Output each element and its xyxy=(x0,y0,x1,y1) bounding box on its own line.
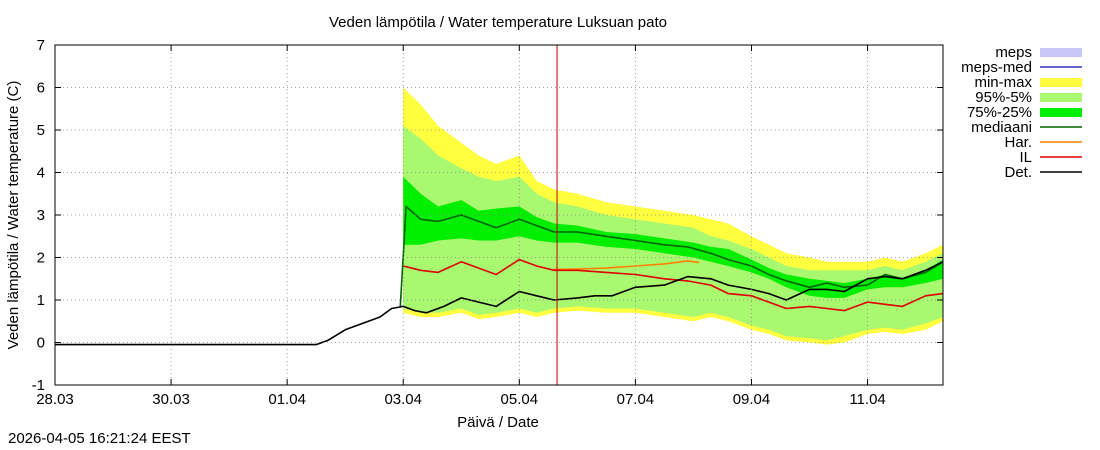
y-tick-label: 4 xyxy=(37,165,45,182)
legend-swatch xyxy=(1040,48,1082,57)
legend-label: Har. xyxy=(1004,134,1032,151)
legend-label: Det. xyxy=(1004,164,1032,181)
series-line-il xyxy=(403,258,944,312)
y-axis-label: Veden lämpötila / Water temperature (C) xyxy=(5,81,22,350)
timestamp: 2026-04-05 16:21:24 EEST xyxy=(8,430,191,447)
x-tick-label: 30.03 xyxy=(152,391,190,408)
legend-swatch xyxy=(1040,93,1082,102)
axes: -1 0 1 2 3 4 5 6 7 28.03 30.03 01.04 03.04 05.04 07.04… xyxy=(32,37,944,408)
y-tick-label: 6 xyxy=(37,80,45,97)
y-tick-label: 2 xyxy=(37,250,45,267)
series-line-det xyxy=(55,261,944,346)
legend-label: meps xyxy=(995,44,1032,61)
plot-area xyxy=(55,87,944,346)
legend-swatch xyxy=(1040,108,1082,117)
x-tick-label: 05.04 xyxy=(501,391,539,408)
y-tick-label: 5 xyxy=(37,122,45,139)
x-tick-label: 03.04 xyxy=(384,391,422,408)
x-tick-label: 07.04 xyxy=(617,391,655,408)
series-line-mediaani xyxy=(399,205,944,307)
legend-label: 95%-5% xyxy=(975,89,1032,106)
x-tick-label: 28.03 xyxy=(36,391,74,408)
y-tick-label: 0 xyxy=(37,335,45,352)
x-tick-label: 01.04 xyxy=(268,391,306,408)
y-tick-label: -1 xyxy=(32,377,45,394)
legend-label: mediaani xyxy=(971,119,1032,136)
legend-label: min-max xyxy=(974,74,1032,91)
legend-swatch xyxy=(1040,78,1082,87)
y-tick-label: 3 xyxy=(37,207,45,224)
grid xyxy=(55,45,943,385)
x-tick-label: 11.04 xyxy=(849,391,885,408)
legend-label: meps-med xyxy=(961,59,1032,76)
y-tick-label: 7 xyxy=(37,37,45,54)
band-75-25 xyxy=(403,176,943,298)
chart-title: Veden lämpötila / Water temperature Luks… xyxy=(329,14,667,31)
x-tick-label: 09.04 xyxy=(733,391,771,408)
legend-label: IL xyxy=(1019,149,1032,166)
legend-label: 75%-25% xyxy=(967,104,1032,121)
y-tick-label: 1 xyxy=(37,292,45,309)
x-axis-label: Päivä / Date xyxy=(457,414,539,431)
legend: mepsmeps-medmin-max95%-5%75%-25%mediaani… xyxy=(961,44,1082,181)
